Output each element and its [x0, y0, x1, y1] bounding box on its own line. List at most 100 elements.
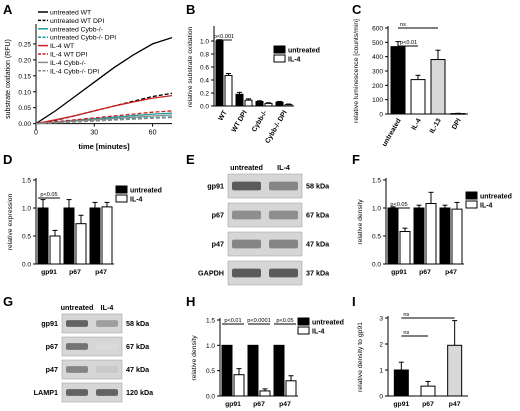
x-tick-label: IL-4	[411, 117, 423, 131]
legend-swatch	[465, 200, 478, 209]
significance-label: p<0.05	[390, 202, 407, 208]
x-tick-label: gp91	[41, 269, 57, 276]
significance-label: p<0.05	[40, 192, 57, 198]
blot-band	[66, 366, 88, 373]
x-tick-label: Cybb-/- DPI	[264, 109, 288, 144]
y-tick-label: 0	[379, 112, 383, 119]
y-tick-label: 0.00	[18, 121, 31, 128]
x-tick-label: p67	[422, 401, 434, 408]
bar-il4	[259, 390, 271, 397]
panel-letter-f: F	[352, 152, 360, 167]
series-line-6	[35, 110, 173, 125]
blot-band	[96, 366, 118, 373]
x-tick-label: 0	[34, 130, 38, 137]
x-tick-label: gp91	[225, 401, 241, 408]
blot-column-label: IL-4	[101, 303, 114, 312]
bar	[447, 344, 463, 397]
series-line-5	[35, 94, 173, 125]
blot-band	[269, 268, 298, 278]
blot-protein-label: LAMP1	[34, 388, 58, 397]
bar-untreated	[273, 344, 285, 397]
bar-il4	[399, 231, 411, 265]
panel-letter-a: A	[3, 2, 13, 17]
bar	[430, 59, 446, 115]
legend-swatch	[297, 326, 310, 335]
legend-swatch	[273, 54, 286, 63]
blot-protein-label: p67	[212, 211, 224, 220]
blot-band	[66, 343, 88, 350]
x-tick-label: 60	[149, 130, 157, 137]
blot-membrane	[61, 382, 123, 403]
y-tick-label: 0.0	[206, 394, 215, 401]
chart-i-bar-plot: 0 1 2 3 relative density to gp91 gp91 p67 p47 ns…	[357, 312, 468, 408]
legend-entry: untreated Cybb-/-	[50, 26, 103, 33]
panel-letter-c: C	[352, 2, 362, 17]
y-tick-label: 1.5	[372, 178, 381, 185]
blot-membrane	[61, 336, 123, 357]
legend-entry: IL-4	[480, 203, 493, 210]
y-tick-label: 0.0	[22, 262, 31, 269]
y-tick-label: 0.5	[22, 234, 31, 241]
blot-column-label: untreated	[230, 163, 263, 172]
blot-band	[232, 210, 261, 220]
chart-h-bar-plot: 0.0 0.5 1.0 1.5 relative density gp91 p67 p47 p<…	[191, 317, 344, 408]
blot-size-label: 47 kDa	[306, 240, 330, 249]
blot-protein-label: gp91	[41, 319, 58, 328]
legend-entry: untreated	[312, 320, 344, 327]
y-tick-label: 0.4	[200, 78, 209, 85]
bar-untreated	[37, 207, 49, 265]
y-tick-label: 0.25	[18, 41, 31, 48]
bar-untreated	[63, 207, 75, 265]
blot-size-label: 58 kDa	[306, 182, 330, 191]
panel-letter-d: D	[3, 152, 13, 167]
y-tick-label: 0.0	[200, 104, 209, 111]
x-tick-label: DPI	[451, 117, 463, 130]
x-tick-label: p67	[419, 269, 431, 276]
bar-il4	[284, 104, 293, 107]
y-tick-label: 200	[372, 83, 383, 90]
y-tick-label: 0.10	[18, 89, 31, 96]
bar-il4	[49, 235, 61, 265]
y-axis-label: relative substrate oxidation	[187, 26, 194, 107]
y-tick-label: 1.0	[22, 206, 31, 213]
x-tick-label: p47	[445, 269, 457, 276]
bar-il4	[233, 374, 245, 397]
blot-band	[66, 320, 88, 327]
panel-letter-b: B	[186, 2, 196, 17]
x-axis-label: time [minutes]	[78, 142, 130, 151]
bar	[390, 46, 406, 115]
bar-il4	[101, 206, 113, 265]
y-tick-label: 0	[379, 394, 383, 401]
y-axis-label: substrate oxidation (RFU)	[5, 39, 12, 119]
significance-label: p<0.0001	[247, 318, 271, 324]
blot-protein-label: p47	[46, 365, 58, 374]
x-tick-label: Cybb-/-	[251, 110, 269, 134]
chart-a-line-plot: 0.00 0.05 0.10 0.15 0.20 0.25 0 30 60 time [minut…	[5, 10, 173, 151]
legend-entry: untreated	[288, 48, 320, 55]
x-tick-label: p67	[69, 269, 81, 276]
series-line-1	[35, 36, 173, 125]
bar-il4	[285, 380, 297, 397]
x-tick-label: IL-13	[429, 117, 443, 134]
legend-swatch	[465, 191, 478, 200]
y-axis-label: relative density	[191, 335, 198, 381]
x-tick-label: untreated	[381, 118, 403, 148]
y-tick-label: 0.20	[18, 57, 31, 64]
bar-il4	[75, 223, 87, 265]
y-tick-label: 500	[372, 40, 383, 47]
y-axis-label: relative luminescence [counts/min]	[353, 19, 360, 123]
x-tick-label: WT DPI	[231, 109, 249, 133]
blot-band	[269, 181, 298, 191]
blot-protein-label: GAPDH	[198, 269, 224, 278]
legend-entry: IL-4 WT DPI	[50, 52, 87, 59]
y-tick-label: 400	[372, 54, 383, 61]
blot-size-label: 37 kDa	[306, 269, 330, 278]
significance-label: ns	[403, 330, 409, 336]
y-tick-label: 2	[379, 342, 383, 349]
y-tick-label: 1.5	[206, 318, 215, 325]
legend-swatch	[273, 45, 286, 54]
bar-untreated	[439, 207, 451, 265]
y-tick-label: 0.2	[200, 91, 209, 98]
legend-swatch	[115, 185, 128, 194]
legend-swatch	[115, 194, 128, 203]
